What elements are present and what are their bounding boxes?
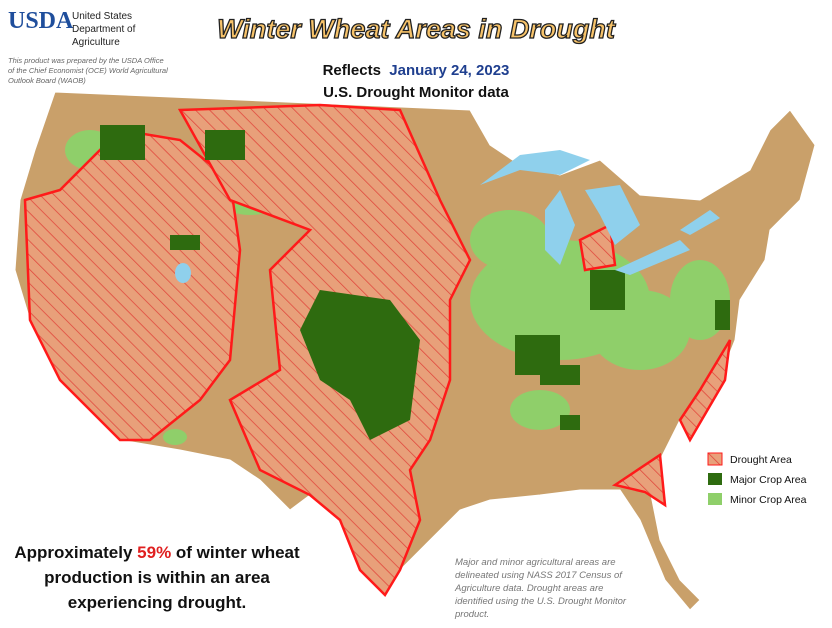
statement-prefix: Approximately bbox=[14, 543, 138, 562]
subtitle-prefix: Reflects bbox=[322, 62, 381, 79]
statement-suffix: of winter wheat production is within an … bbox=[44, 543, 300, 612]
lakes bbox=[175, 150, 720, 283]
legend-item: Drought Area bbox=[730, 454, 792, 466]
date: January 24, 2023 bbox=[389, 62, 510, 79]
legend-swatch-major bbox=[708, 473, 722, 485]
credit: This product was prepared by the USDA Of… bbox=[8, 56, 168, 85]
agency: United States Department of Agriculture bbox=[72, 11, 136, 48]
title: Winter Wheat Areas in Drought bbox=[216, 13, 615, 44]
statement-highlight: 59% bbox=[137, 543, 172, 562]
source: U.S. Drought Monitor data bbox=[323, 84, 509, 101]
legend-item: Minor Crop Area bbox=[730, 494, 807, 506]
statement: Approximately 59% of winter wheat produc… bbox=[12, 540, 302, 615]
subtitle: Reflects January 24, 2023 bbox=[0, 62, 832, 79]
logo: USDA bbox=[8, 8, 74, 34]
drought-area bbox=[578, 223, 617, 272]
legend-swatch-drought bbox=[707, 452, 723, 466]
note: Major and minor agricultural areas are d… bbox=[455, 557, 627, 620]
major-crop-areas bbox=[100, 125, 730, 440]
drought-area bbox=[678, 339, 732, 443]
drought-area bbox=[611, 452, 667, 508]
legend-item: Major Crop Area bbox=[730, 474, 807, 486]
legend-swatch-minor bbox=[708, 493, 722, 505]
